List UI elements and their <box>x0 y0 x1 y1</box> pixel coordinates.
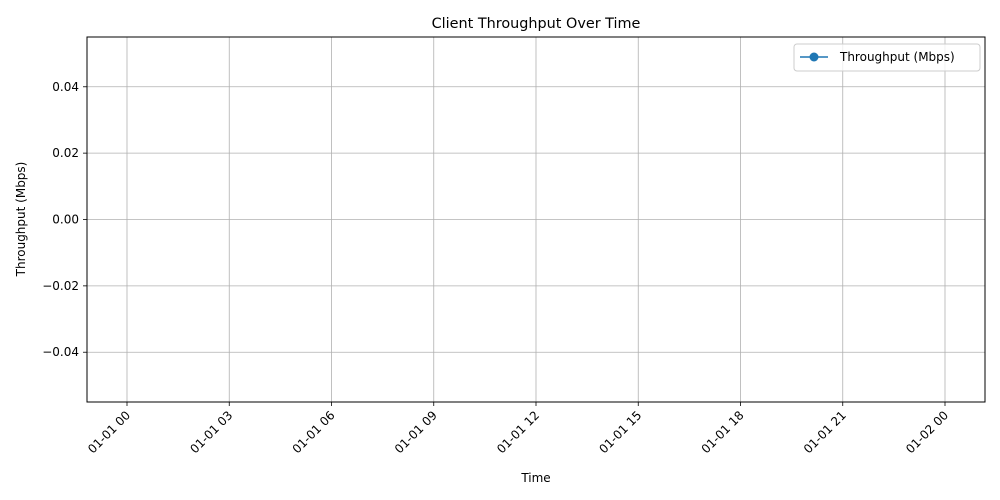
x-tick-label: 01-01 18 <box>699 408 747 456</box>
y-axis-ticks: 0.04 0.02 0.00 −0.02 −0.04 <box>42 80 87 359</box>
legend-marker-icon <box>809 52 819 62</box>
y-tick-label: −0.02 <box>42 279 79 293</box>
chart-title: Client Throughput Over Time <box>432 16 641 32</box>
y-tick-label: 0.04 <box>52 80 79 94</box>
x-axis-label: Time <box>520 471 550 485</box>
x-tick-label: 01-01 09 <box>392 408 440 456</box>
x-axis-ticks: 01-01 00 01-01 03 01-01 06 01-01 09 01-01 12… <box>85 402 951 456</box>
legend: Throughput (Mbps) <box>793 43 981 72</box>
x-tick-label: 01-01 03 <box>187 408 235 456</box>
y-tick-label: 0.00 <box>52 213 79 227</box>
x-tick-label: 01-01 06 <box>290 408 338 456</box>
x-tick-label: 01-01 12 <box>494 408 542 456</box>
y-tick-label: 0.02 <box>52 146 79 160</box>
legend-entry-label: Throughput (Mbps) <box>839 50 955 64</box>
x-tick-label: 01-01 15 <box>596 408 644 456</box>
grid <box>87 37 985 402</box>
y-axis-label: Throughput (Mbps) <box>14 162 28 278</box>
y-tick-label: −0.04 <box>42 345 79 359</box>
x-tick-label: 01-02 00 <box>903 408 951 456</box>
x-tick-label: 01-01 00 <box>85 408 133 456</box>
x-tick-label: 01-01 21 <box>801 408 849 456</box>
legend-box <box>793 43 981 72</box>
